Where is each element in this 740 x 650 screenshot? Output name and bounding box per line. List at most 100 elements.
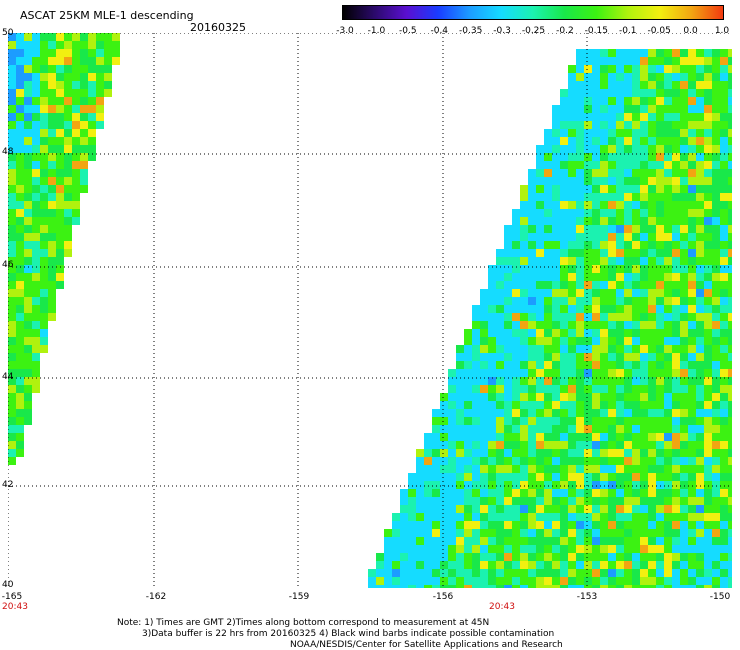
swath-cell — [640, 465, 648, 473]
swath-cell — [16, 377, 24, 385]
swath-cell — [600, 449, 608, 457]
swath-cell — [704, 577, 712, 585]
swath-cell — [680, 89, 688, 97]
swath-cell — [672, 409, 680, 417]
swath-cell — [40, 297, 48, 305]
swath-cell — [648, 433, 656, 441]
swath-cell — [704, 81, 712, 89]
swath-cell — [632, 345, 640, 353]
swath-cell — [80, 145, 88, 153]
swath-cell — [584, 89, 592, 97]
swath-cell — [712, 577, 720, 585]
swath-cell — [704, 65, 712, 73]
swath-cell — [80, 129, 88, 137]
colorbar-label: -0.15 — [584, 26, 608, 36]
swath-cell — [448, 465, 456, 473]
swath-cell — [552, 385, 560, 393]
swath-cell — [600, 185, 608, 193]
swath-cell — [688, 153, 696, 161]
swath-cell — [712, 441, 720, 449]
swath-cell — [624, 185, 632, 193]
swath-cell — [8, 345, 16, 353]
swath-cell — [608, 153, 616, 161]
swath-cell — [696, 297, 704, 305]
swath-cell — [616, 153, 624, 161]
swath-cell — [16, 81, 24, 89]
swath-cell — [16, 233, 24, 241]
swath-cell — [632, 529, 640, 537]
swath-cell — [696, 49, 704, 57]
swath-cell — [512, 241, 520, 249]
swath-cell — [688, 273, 696, 281]
swath-cell — [624, 313, 632, 321]
swath-cell — [456, 425, 464, 433]
swath-cell — [504, 305, 512, 313]
swath-cell — [520, 481, 528, 489]
swath-cell — [432, 561, 440, 569]
swath-cell — [640, 553, 648, 561]
swath-cell — [632, 89, 640, 97]
swath-cell — [680, 425, 688, 433]
swath-cell — [552, 241, 560, 249]
swath-cell — [648, 297, 656, 305]
swath-cell — [384, 529, 392, 537]
swath-cell — [608, 433, 616, 441]
swath-cell — [64, 161, 72, 169]
swath-cell — [584, 241, 592, 249]
swath-cell — [632, 105, 640, 113]
swath-cell — [480, 449, 488, 457]
swath-cell — [440, 585, 448, 588]
swath-cell — [480, 385, 488, 393]
swath-cell — [616, 521, 624, 529]
swath-cell — [32, 177, 40, 185]
swath-cell — [560, 377, 568, 385]
swath-cell — [624, 305, 632, 313]
swath-cell — [472, 513, 480, 521]
swath-cell — [528, 465, 536, 473]
swath-cell — [720, 377, 728, 385]
swath-cell — [624, 521, 632, 529]
swath-cell — [544, 209, 552, 217]
swath-cell — [728, 329, 732, 337]
swath-cell — [32, 105, 40, 113]
swath-cell — [616, 409, 624, 417]
swath-cell — [688, 577, 696, 585]
swath-cell — [64, 241, 72, 249]
swath-cell — [48, 65, 56, 73]
swath-cell — [696, 329, 704, 337]
swath-cell — [480, 513, 488, 521]
swath-cell — [536, 529, 544, 537]
swath-cell — [8, 409, 16, 417]
swath-cell — [568, 313, 576, 321]
swath-cell — [504, 569, 512, 577]
swath-cell — [592, 569, 600, 577]
swath-cell — [672, 545, 680, 553]
swath-cell — [560, 345, 568, 353]
swath-cell — [528, 385, 536, 393]
swath-cell — [600, 577, 608, 585]
swath-cell — [536, 337, 544, 345]
swath-cell — [32, 241, 40, 249]
swath-cell — [504, 369, 512, 377]
swath-cell — [624, 449, 632, 457]
swath-cell — [520, 441, 528, 449]
swath-cell — [696, 105, 704, 113]
swath-cell — [24, 161, 32, 169]
swath-cell — [40, 169, 48, 177]
swath-cell — [32, 233, 40, 241]
swath-cell — [568, 337, 576, 345]
swath-cell — [656, 169, 664, 177]
swath-cell — [568, 433, 576, 441]
swath-cell — [648, 353, 656, 361]
swath-cell — [504, 273, 512, 281]
swath-cell — [712, 289, 720, 297]
swath-cell — [488, 537, 496, 545]
swath-cell — [728, 409, 732, 417]
swath-cell — [544, 489, 552, 497]
colorbar-label: -0.4 — [430, 26, 449, 36]
swath-cell — [456, 529, 464, 537]
swath-cell — [440, 449, 448, 457]
swath-cell — [384, 569, 392, 577]
swath-cell — [680, 281, 688, 289]
swath-cell — [608, 281, 616, 289]
